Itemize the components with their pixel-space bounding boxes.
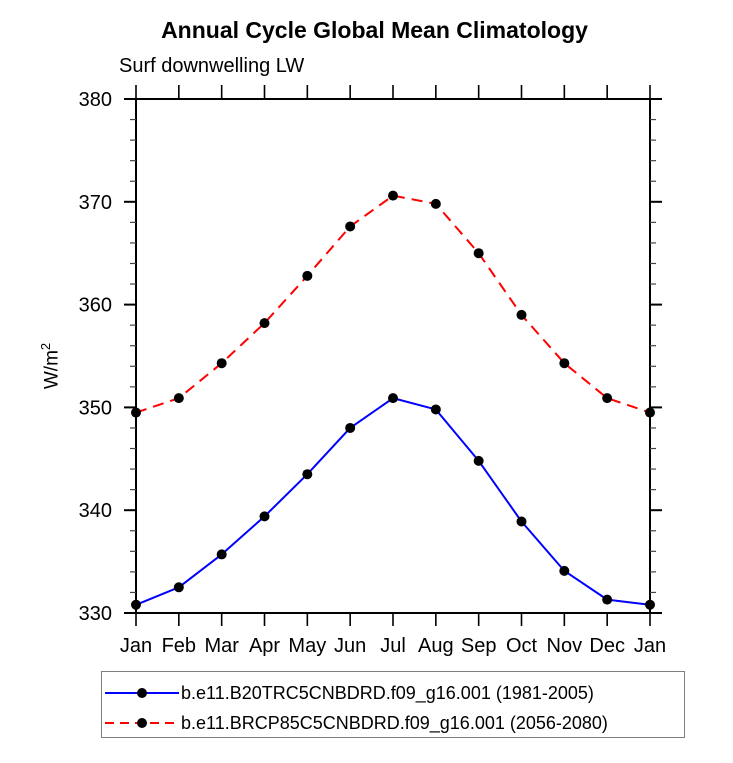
series-1-data-point — [645, 599, 655, 610]
x-tick-label: Jan — [634, 635, 666, 657]
series-2-data-point — [345, 221, 356, 232]
chart-legend: b.e11.B20TRC5CNBDRD.f09_g16.001 (1981-20… — [101, 671, 685, 738]
x-tick-label: May — [288, 635, 326, 657]
series-2-data-point — [259, 318, 270, 329]
y-tick-label: 330 — [79, 603, 112, 625]
series-1-data-point — [388, 393, 398, 404]
series-1-line — [135, 397, 651, 606]
legend-item-rcp85: b.e11.BRCP85C5CNBDRD.f09_g16.001 (2056-2… — [104, 708, 608, 738]
series-2-data-point — [473, 248, 484, 259]
series-1-data-point — [516, 516, 527, 527]
x-tick-label: Dec — [589, 635, 625, 657]
legend-marker-icon — [137, 688, 147, 698]
series-1-data-point — [216, 549, 227, 560]
x-tick-label: Apr — [249, 635, 280, 657]
series-2-data-point — [131, 407, 141, 418]
x-tick-label: Oct — [506, 635, 538, 657]
x-tick-label: Nov — [547, 635, 583, 657]
series-1-data-point — [602, 594, 613, 605]
legend-label-rcp85: b.e11.BRCP85C5CNBDRD.f09_g16.001 (2056-2… — [181, 712, 608, 733]
x-tick-label: Sep — [461, 635, 497, 657]
series-2-data-point — [516, 309, 527, 320]
legend-item-historical: b.e11.B20TRC5CNBDRD.f09_g16.001 (1981-20… — [104, 678, 594, 708]
x-tick-label: Jan — [120, 635, 152, 657]
x-tick-label: Jul — [380, 635, 406, 657]
series-2-data-point — [216, 358, 227, 369]
y-tick-label: 360 — [79, 295, 112, 317]
x-tick-label: Aug — [418, 635, 454, 657]
legend-line-sample-dashed-red — [105, 718, 179, 728]
series-2-data-point — [388, 190, 398, 201]
y-tick-label: 340 — [79, 500, 112, 522]
x-tick-label: Feb — [162, 635, 196, 657]
series-1-data-point — [345, 422, 356, 433]
series-2-data-point — [559, 358, 570, 369]
series-2-data-point — [173, 393, 184, 404]
y-tick-label: 370 — [79, 192, 112, 214]
legend-line-sample-solid-blue — [105, 688, 179, 698]
series-1-data-point — [131, 599, 141, 610]
y-tick-label: 380 — [79, 89, 112, 111]
series-2-data-point — [430, 198, 441, 209]
legend-label-historical: b.e11.B20TRC5CNBDRD.f09_g16.001 (1981-20… — [181, 682, 594, 703]
x-tick-label: Mar — [204, 635, 239, 657]
series-1-data-point — [173, 582, 184, 593]
series-1-data-point — [430, 404, 441, 415]
chart-subtitle: Surf downwelling LW — [119, 55, 305, 77]
series-1-data-point — [259, 511, 270, 522]
x-tick-label: Jun — [334, 635, 366, 657]
plot-border — [135, 98, 651, 614]
series-1-data-point — [559, 565, 570, 576]
series-2-data-point — [645, 407, 655, 418]
y-tick-label: 350 — [79, 397, 112, 419]
legend-marker-icon — [137, 718, 147, 728]
chart-title: Annual Cycle Global Mean Climatology — [161, 17, 588, 43]
series-2-data-point — [602, 393, 613, 404]
series-2-line — [135, 194, 651, 414]
series-1-data-point — [302, 469, 313, 480]
series-2-data-point — [302, 270, 313, 281]
series-1-data-point — [473, 455, 484, 466]
